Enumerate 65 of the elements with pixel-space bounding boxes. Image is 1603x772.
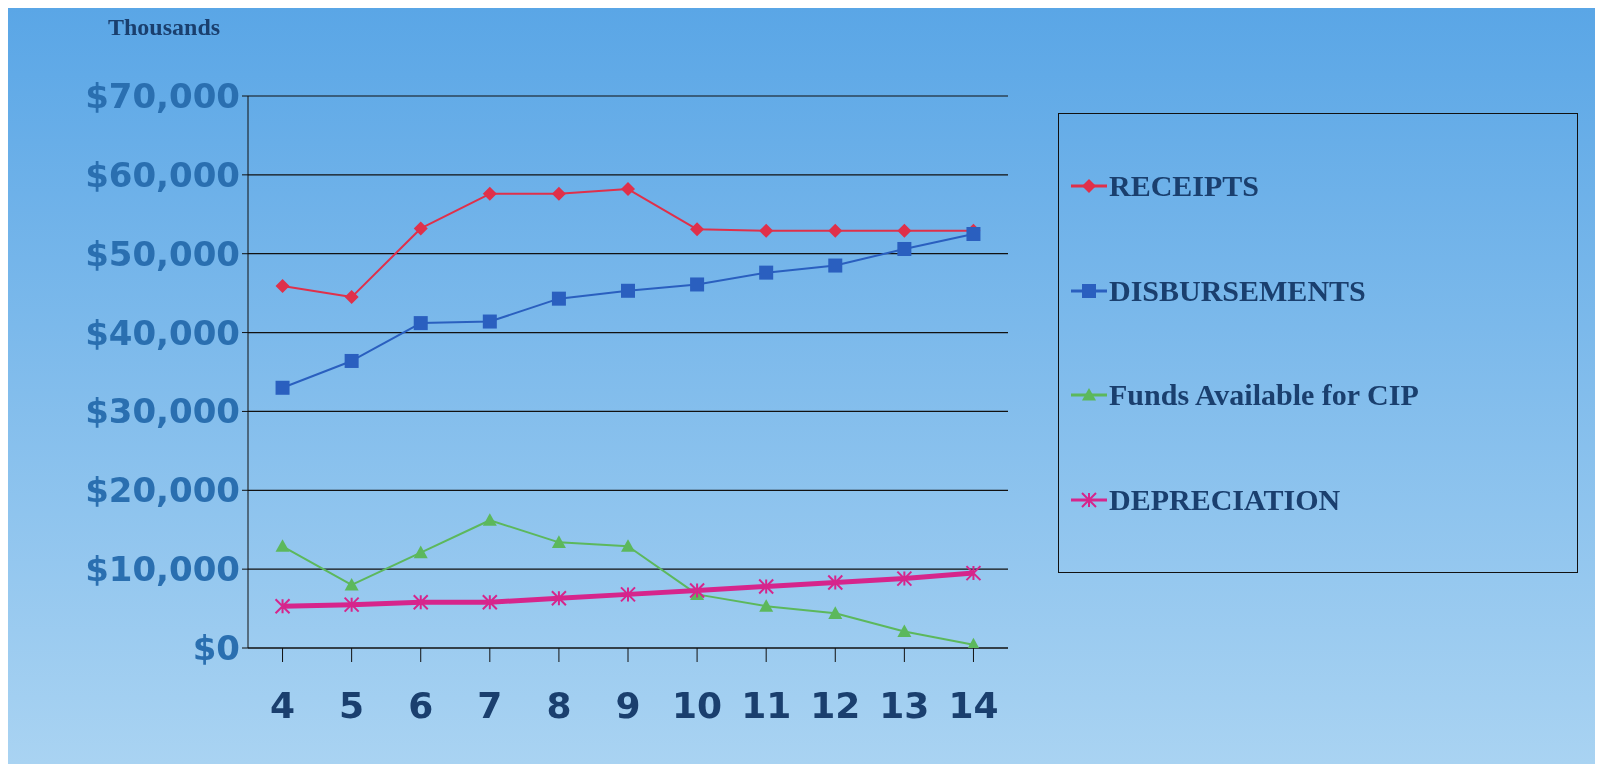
legend-label: RECEIPTS [1109,169,1260,204]
point [759,599,774,612]
point [274,598,291,615]
point [897,241,912,256]
y-tick-label: $10,000 [85,549,240,590]
point [689,582,706,599]
x-tick-label: 10 [672,684,723,726]
y-tick-label: $40,000 [85,312,240,353]
x-tick-label: 14 [948,684,999,726]
x-tick-label: 9 [615,684,641,726]
point [413,316,428,331]
y-tick-label: $50,000 [85,233,240,274]
point [551,186,566,201]
point [897,223,912,238]
point [690,222,705,237]
point [482,314,497,329]
x-tick-label: 11 [741,684,792,726]
point [828,606,843,619]
point [275,380,290,395]
point [344,353,359,368]
point [344,577,359,591]
x-tick-label: 5 [339,684,365,726]
x-tick-label: 4 [270,684,296,726]
legend-label: DISBURSEMENTS [1109,273,1366,308]
point [690,277,705,292]
point [482,513,497,526]
x-tick-label: 6 [408,684,434,726]
x-tick-label: 13 [879,684,930,726]
x-tick-label: 7 [477,684,503,726]
point [758,578,775,595]
point [551,535,566,548]
y-tick-label: $30,000 [85,391,240,432]
point [827,574,844,591]
point [966,227,981,241]
point [621,539,635,552]
y-tick-label: $20,000 [85,470,240,511]
point [759,265,774,280]
point [621,182,635,197]
y-axis-title: Thousands [108,14,221,41]
point [413,221,428,236]
point [412,594,429,611]
legend-label: DEPRECIATION [1109,482,1341,517]
point [275,279,290,294]
point [481,594,498,611]
x-tick-label: 8 [546,684,572,726]
point [828,223,843,238]
point [550,590,567,607]
point [344,290,359,305]
point [482,186,497,201]
y-tick-label: $70,000 [85,76,240,117]
point [343,596,360,613]
point [759,223,774,238]
y-tick-label: $0 [192,628,240,669]
point [413,545,428,559]
legend-label: Funds Available for CIP [1109,378,1419,413]
point [621,283,635,298]
point [828,258,843,273]
point [897,624,912,638]
point [551,291,566,306]
point [620,586,636,603]
x-tick-label: 12 [810,684,861,726]
y-tick-label: $60,000 [85,154,240,195]
point [965,565,982,582]
point [275,539,290,552]
point [896,570,913,587]
